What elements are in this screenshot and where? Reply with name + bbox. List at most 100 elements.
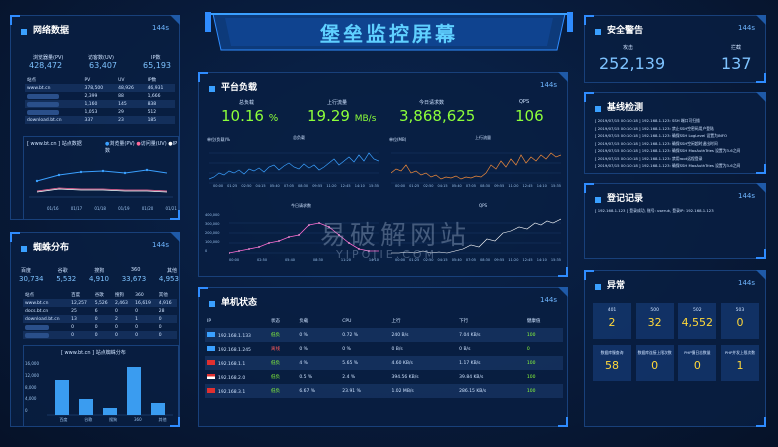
baseline-panel: 基线检测 [ 2019/07/15 00:10:18 ] 192.168.1.1… [584,92,766,174]
qps-label: QPS [519,99,530,105]
uplink-chart-title: 上行流量 [475,135,491,140]
spider-chart-box [23,345,179,427]
flag-icon [207,331,215,337]
login-record: [ 192.168.1.123 ] 登录成功, 账号: useruk, 登录IP… [595,208,714,213]
header-banner [205,12,573,51]
table-row: docs.bt.cn 25 6 0 0 28 [25,308,165,314]
security-interval: 144s [737,24,755,32]
table-header: IP 状态 负载 CPU 上行 下行 健康值 [207,318,541,325]
table-row: xxxxxxxxx00000 [23,331,177,339]
errors-interval: 144s [737,279,755,287]
baseline-title: 基线检测 [595,100,643,113]
load-chart-title: 总负载 [293,135,305,140]
network-line-chart [29,168,173,198]
error-db-slow: 数据库慢查询 58 [593,345,631,381]
platform-panel: 平台负载 144s 总负载 上行流量 今日请求数 QPS 10.16 % 19.… [198,72,568,277]
error-500: 500 32 [635,303,674,339]
machines-title: 单机状态 [209,295,257,308]
uplink-value: 19.29 MB/s [307,107,377,125]
time-labels-bottom-left: 00:00 02:50 05:40 08:30 11:20 14:10 [229,258,379,262]
table-row: download.bt.cn 337 23 185 [25,116,175,124]
qps-chart-title: QPS [479,203,488,208]
uv-value: 63,407 [89,61,117,70]
spider-labels: 百度 谷歌 搜狗 360 其他 [21,267,177,274]
attack-value: 252,139 [599,54,666,73]
errors-panel: 异常 144s 401 2 500 32 502 4,552 503 0 数据库… [584,270,766,427]
table-row: www.bt.cn 378,500 48,926 46,931 [25,84,175,92]
spider-bar-chart [47,367,173,416]
flag-icon [207,345,215,351]
error-401: 401 2 [593,303,631,339]
load-label: 总负载 [239,100,255,106]
network-chart-title: [ www.bt.cn ] 站点数据 [27,141,82,147]
network-panel: 网络数据 144s 浏览器量(PV) 访客数(UV) IP数 428,472 6… [10,15,180,220]
block-label: 拦截 [731,45,742,51]
machines-panel: 单机状态 144s IP 状态 负载 CPU 上行 下行 健康值 192.168.1.133… [198,287,568,427]
error-503: 503 0 [720,303,759,339]
table-row: www.bt.cn 12,257 5,526 2,463 16,619 4,916 [23,299,177,307]
load-line-chart [209,152,379,184]
requests-line-chart [229,222,379,254]
table-row: download.bt.cn 13 0 2 1 0 [23,315,177,323]
uplink-chart-unit: 单位(MB) [389,137,407,142]
login-title: 登记记录 [595,191,643,204]
security-panel: 安全警告 144s 攻击 拦截 252,139 137 [584,15,766,83]
network-interval: 144s [151,24,169,32]
table-header: 站点 百度 谷歌 搜狗 360 其他 [25,292,168,299]
list-item: [ 2019/07/15 00:10:18 ] 192.168.1.123: 确… [595,163,741,168]
time-labels-top-left: 00:00 01:25 02:50 04:15 05:40 07:05 08:30 09:55… [213,184,379,188]
ip-value: 65,193 [143,61,171,70]
machines-interval: 144s [539,296,557,304]
load-value: 10.16 % [221,107,279,125]
attack-label: 攻击 [623,45,634,51]
table-row: xxxxxxxxx00000 [23,323,177,331]
watermark-cn: 易破解网站 [320,221,471,251]
requests-y-ticks: 400,000 300,000 200,000 100,000 0 [205,213,220,253]
requests-label: 今日请求数 [419,100,445,106]
uplink-label: 上行流量 [327,100,348,106]
baseline-list: [ 2019/07/15 00:10:18 ] 192.168.1.123: S… [595,117,740,170]
load-chart-unit: 单位(负载)% [207,137,230,142]
security-title: 安全警告 [595,23,643,36]
table-row: 192.168.3.1 低负 6.67 % 23.91 % 1.02 MB/s 286.1… [205,384,563,398]
table-row: 192.168.2.0 低负 0.5 % 2.4 % 394.56 KB/s 39.84 … [205,370,563,384]
block-value: 137 [721,54,752,73]
time-labels-top-right: 00:00 01:25 02:50 04:15 05:40 07:05 08:30 09:55… [395,184,561,188]
table-header: 站点 PV UV IP数 [27,77,157,84]
spider-table: 站点 百度 谷歌 搜狗 360 其他 www.bt.cn 12,257 5,526 2,463 1… [23,291,177,339]
spider-x-labels: 百度 谷歌 搜狗 360 其他 [59,417,167,422]
uplink-line-chart [391,152,561,184]
spider-values: 30,734 5,532 4,910 33,673 4,953 [19,275,179,283]
flag-icon [207,373,215,379]
errors-row1: 401 2 500 32 502 4,552 503 0 [593,303,759,339]
qps-value: 106 [515,107,544,125]
error-php-slow: PHP慢日志数量 0 [678,345,717,381]
errors-row2: 数据库慢查询 58 数据库连接上限次数 0 PHP慢日志数量 0 PHP并发上限… [593,345,759,381]
table-row: 192.168.1.1 低负 4 % 5.65 % 4.60 KB/s 1.17 KB/s… [205,356,563,370]
spider-panel: 蜘蛛分布 144s 百度 谷歌 搜狗 360 其他 30,734 5,532 4,910 33… [10,232,180,427]
requests-chart-title: 今日请求数 [291,203,311,208]
pv-label: 浏览器量(PV) [33,55,64,61]
error-db-conn: 数据库连接上限次数 0 [635,345,674,381]
list-item: [ 2019/07/15 00:10:18 ] 192.168.1.123: 禁… [595,155,703,161]
table-row: 192.168.1.133 低负 0 % 0.72 % 240 B/s 7.04 KB/s… [205,328,563,342]
page-title: 堡垒监控屏幕 [320,22,458,46]
watermark-en: YIPOJIE.COM [336,248,438,261]
list-item: [ 2019/07/15 00:10:18 ] 192.168.1.123: 确… [595,140,718,146]
spider-title: 蜘蛛分布 [21,240,69,253]
list-item: [ 2019/07/15 00:10:18 ] 192.168.1.123: 确… [595,133,728,138]
network-legend: ●浏览量(PV) ●访问量(UV) ●IP数 [105,141,178,154]
spider-interval: 144s [151,241,169,249]
spider-chart-title: [ www.bt.cn ] 站点蜘蛛分布 [61,350,126,356]
pv-value: 428,472 [29,61,63,70]
uv-label: 访客数(UV) [88,55,114,61]
spider-y-ticks: 16,000 12,000 8,000 4,000 0 [25,361,39,413]
qps-line-chart [391,218,561,254]
errors-title: 异常 [595,278,625,291]
login-panel: 登记记录 144s [ 192.168.1.123 ] 登录成功, 账号: us… [584,183,766,259]
platform-interval: 144s [539,81,557,89]
